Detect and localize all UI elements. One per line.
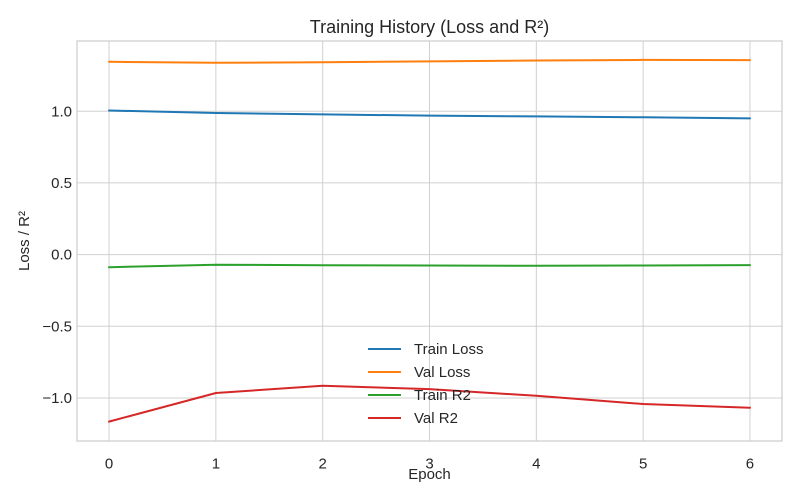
x-tick-label: 5 (639, 455, 647, 472)
x-tick-label: 1 (212, 455, 220, 472)
y-tick-label: 0.0 (51, 247, 72, 264)
y-tick-label: 1.0 (51, 103, 72, 120)
plot-frame (76, 40, 783, 442)
legend-label: Train Loss (414, 341, 483, 358)
y-tick-label: −1.0 (42, 390, 72, 407)
x-tick-label: 6 (746, 455, 754, 472)
chart-title: Training History (Loss and R²) (310, 17, 549, 37)
y-tick-label: 0.5 (51, 175, 72, 192)
x-tick-label: 0 (105, 455, 113, 472)
series-line-train-r2 (108, 263, 751, 269)
x-tick-label: 3 (425, 455, 433, 472)
y-axis-label: Loss / R² (16, 211, 33, 271)
series-line-val-loss (108, 58, 751, 64)
legend-label: Train R2 (414, 387, 471, 404)
x-tick-label: 2 (319, 455, 327, 472)
series-line-train-loss (108, 109, 751, 120)
y-tick-label: −0.5 (42, 318, 72, 335)
x-tick-label: 4 (532, 455, 540, 472)
series-lines (108, 58, 751, 423)
series-line-val-r2 (108, 384, 751, 423)
legend: Train Loss Val Loss Train R2 Val R2 (368, 341, 483, 427)
legend-label: Val R2 (414, 410, 458, 427)
x-axis-label: Epoch (408, 466, 451, 483)
y-tick-labels: −1.0 −0.5 0.0 0.5 1.0 (42, 103, 72, 407)
x-tick-labels: 0 1 2 3 4 5 6 (105, 455, 754, 472)
legend-label: Val Loss (414, 364, 470, 381)
grid (77, 41, 782, 441)
